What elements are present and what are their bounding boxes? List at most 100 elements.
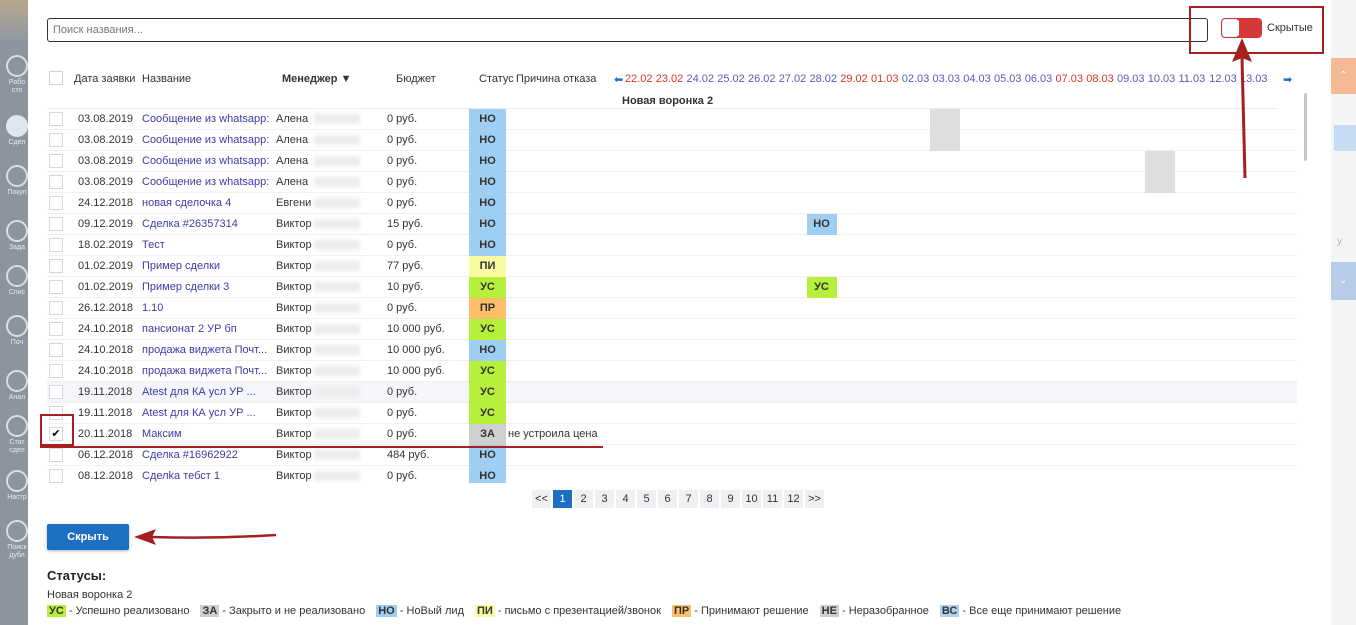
pagination-page[interactable]: 3: [595, 490, 614, 508]
legend-status-code: ПР: [671, 605, 692, 617]
pagination-page[interactable]: 5: [637, 490, 656, 508]
row-checkbox[interactable]: [49, 112, 63, 126]
pagination-page[interactable]: 6: [658, 490, 677, 508]
deal-name-link[interactable]: Сообщение из whatsapp: ...: [142, 155, 270, 167]
timeline-prev-arrow[interactable]: ⬅: [614, 74, 624, 86]
table-row[interactable]: 01.02.2019 Пример сделки 3 Виктор 10 руб. УС…: [47, 277, 1297, 298]
table-row[interactable]: 09.12.2019 Сделка #26357314 Виктор 15 руб. Н…: [47, 214, 1297, 235]
table-row[interactable]: 19.11.2018 Atest для КА усл УР ... Виктор 0…: [47, 403, 1297, 424]
select-all-checkbox[interactable]: [49, 71, 63, 85]
deal-name-link[interactable]: Atest для КА усл УР ...: [142, 386, 256, 398]
table-row[interactable]: 03.08.2019 Сообщение из whatsapp: ... Ален…: [47, 172, 1297, 193]
column-header-date[interactable]: Дата заявки: [74, 73, 136, 85]
deal-budget: 15 руб.: [387, 218, 424, 230]
deal-name-link[interactable]: Сделkа тебст 1: [142, 470, 221, 482]
deal-date: 19.11.2018: [78, 386, 133, 398]
table-row[interactable]: 03.08.2019 Сообщение из whatsapp: ... Ален…: [47, 130, 1297, 151]
timeline-next-arrow[interactable]: ➡: [1283, 74, 1293, 86]
row-checkbox[interactable]: [49, 154, 63, 168]
row-checkbox[interactable]: [49, 238, 63, 252]
table-row[interactable]: 24.10.2018 продажа виджета Почт... Виктор 1…: [47, 340, 1297, 361]
pagination-page[interactable]: 9: [721, 490, 740, 508]
row-checkbox[interactable]: [49, 196, 63, 210]
deal-name-link[interactable]: Пример сделки: [142, 260, 221, 272]
deal-name-link[interactable]: продажа виджета Почт...: [142, 365, 268, 377]
column-header-status[interactable]: Статус: [479, 73, 514, 85]
column-header-name[interactable]: Название: [142, 73, 192, 85]
table-row[interactable]: 08.12.2018 Сделkа тебст 1 Виктор 0 руб. НО: [47, 466, 1297, 483]
pagination-page[interactable]: 11: [763, 490, 782, 508]
deal-budget: 10 000 руб.: [387, 323, 445, 335]
deal-name-link[interactable]: 1.10: [142, 302, 164, 314]
background-sidebar-item: Стат сдел: [4, 415, 28, 455]
deal-name-link[interactable]: Сообщение из whatsapp: ...: [142, 134, 270, 146]
deal-name-link[interactable]: продажа виджета Почт...: [142, 344, 268, 356]
row-checkbox[interactable]: [49, 364, 63, 378]
row-checkbox[interactable]: [49, 280, 63, 294]
table-row[interactable]: 24.10.2018 пансионат 2 УР бп Виктор 10 000 …: [47, 319, 1297, 340]
pagination-page[interactable]: 4: [616, 490, 635, 508]
pagination-page[interactable]: 8: [700, 490, 719, 508]
deal-name-link[interactable]: Сообщение из whatsapp: ...: [142, 176, 270, 188]
deal-name-link[interactable]: Тест: [142, 239, 165, 251]
toggle-fill: [1237, 19, 1261, 37]
row-checkbox[interactable]: [49, 469, 63, 483]
deal-name-link[interactable]: пансионат 2 УР бп: [142, 323, 237, 335]
manager-surname-blurred: [314, 156, 360, 166]
pagination-first[interactable]: <<: [532, 490, 551, 508]
table-row[interactable]: 03.08.2019 Сообщение из whatsapp: ... Ален…: [47, 109, 1297, 130]
deal-name-link[interactable]: Сообщение из whatsapp: ...: [142, 113, 270, 125]
deal-name-link[interactable]: Пример сделки 3: [142, 281, 230, 293]
legend-status-code: ПИ: [474, 605, 495, 617]
deal-budget: 10 000 руб.: [387, 344, 445, 356]
table-row[interactable]: 01.02.2019 Пример сделки Виктор 77 руб. ПИ: [47, 256, 1297, 277]
background-sidebar-item: Настр: [4, 470, 28, 502]
row-checkbox[interactable]: ✔: [49, 427, 63, 441]
row-checkbox[interactable]: [49, 217, 63, 231]
pagination-page[interactable]: 12: [784, 490, 803, 508]
deal-name-link[interactable]: Сделка #16962922: [142, 449, 238, 461]
table-row[interactable]: 19.11.2018 Atest для КА усл УР ... Виктор 0…: [47, 382, 1297, 403]
table-row[interactable]: ✔ 20.11.2018 Максим Виктор 0 руб. ЗА не устрои…: [47, 424, 1297, 445]
background-sidebar-label: Анал: [8, 394, 26, 401]
deal-name-link[interactable]: Максим: [142, 428, 182, 440]
row-checkbox[interactable]: [49, 175, 63, 189]
manager-surname-blurred: [314, 324, 360, 334]
background-sidebar-item: Спис: [4, 265, 28, 297]
row-checkbox[interactable]: [49, 259, 63, 273]
row-checkbox[interactable]: [49, 448, 63, 462]
table-scrollbar[interactable]: [1304, 93, 1307, 161]
row-checkbox[interactable]: [49, 322, 63, 336]
column-header-reason[interactable]: Причина отказа: [516, 73, 597, 85]
pagination-last[interactable]: >>: [805, 490, 824, 508]
table-row[interactable]: 24.12.2018 новая сделочка 4 Евгений 0 руб. Н…: [47, 193, 1297, 214]
deal-name-link[interactable]: Atest для КА усл УР ...: [142, 407, 256, 419]
legend-item: ЗА - Закрыто и не реализовано: [200, 605, 365, 617]
table-row[interactable]: 26.12.2018 1.10 Виктор 0 руб. ПР: [47, 298, 1297, 319]
column-header-manager[interactable]: Менеджер ▼: [282, 73, 352, 85]
timeline-date-header: 13.03: [1240, 73, 1268, 85]
pagination-page[interactable]: 7: [679, 490, 698, 508]
table-row[interactable]: 18.02.2019 Тест Виктор 0 руб. НО: [47, 235, 1297, 256]
row-checkbox[interactable]: [49, 385, 63, 399]
background-sidebar-icon: [6, 220, 28, 242]
status-badge: НО: [469, 130, 506, 151]
hidden-toggle[interactable]: [1221, 18, 1262, 38]
pagination-page[interactable]: 2: [574, 490, 593, 508]
hide-button[interactable]: Скрыть: [47, 524, 129, 550]
legend-item: ВС - Все еще принимают решение: [939, 605, 1121, 617]
table-row[interactable]: 06.12.2018 Сделка #16962922 Виктор 484 руб.…: [47, 445, 1297, 466]
pagination-page[interactable]: 10: [742, 490, 761, 508]
table-row[interactable]: 24.10.2018 продажа виджета Почт... Виктор 1…: [47, 361, 1297, 382]
pagination-page[interactable]: 1: [553, 490, 572, 508]
row-checkbox[interactable]: [49, 301, 63, 315]
deal-name-link[interactable]: новая сделочка 4: [142, 197, 232, 209]
deal-manager: Виктор: [276, 428, 312, 440]
search-input[interactable]: [47, 18, 1208, 42]
row-checkbox[interactable]: [49, 343, 63, 357]
row-checkbox[interactable]: [49, 406, 63, 420]
row-checkbox[interactable]: [49, 133, 63, 147]
column-header-budget[interactable]: Бюджет: [396, 73, 436, 85]
deal-name-link[interactable]: Сделка #26357314: [142, 218, 238, 230]
table-row[interactable]: 03.08.2019 Сообщение из whatsapp: ... Ален…: [47, 151, 1297, 172]
